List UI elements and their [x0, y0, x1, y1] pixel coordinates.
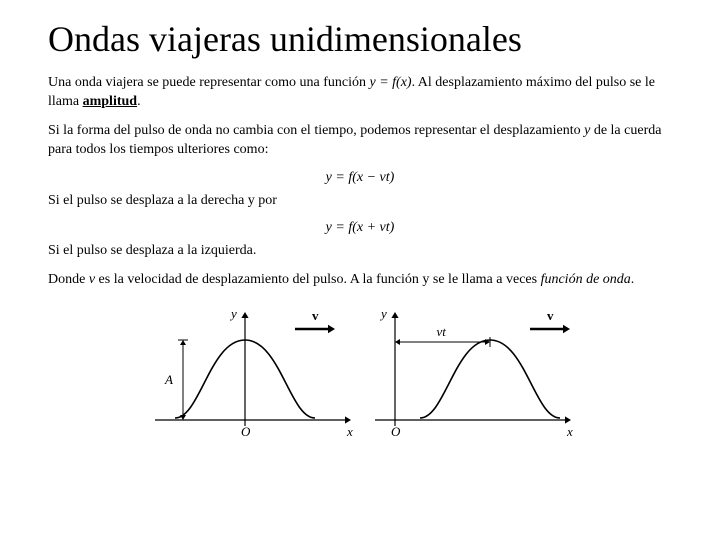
- svg-text:O: O: [391, 424, 401, 439]
- svg-text:vt: vt: [437, 324, 447, 339]
- paragraph-2: Si la forma del pulso de onda no cambia …: [48, 122, 672, 160]
- p5-text-e: .: [631, 272, 635, 287]
- p5-funcion: función de onda: [541, 272, 631, 287]
- paragraph-4: Si el pulso se desplaza a la izquierda.: [48, 242, 672, 261]
- svg-text:x: x: [346, 424, 353, 439]
- svg-text:y: y: [229, 306, 237, 321]
- p1-amplitud: amplitud: [83, 94, 137, 109]
- svg-text:A: A: [164, 372, 173, 387]
- svg-text:x: x: [566, 424, 573, 439]
- paragraph-5: Donde v es la velocidad de desplazamient…: [48, 271, 672, 290]
- svg-text:O: O: [241, 424, 251, 439]
- svg-text:v: v: [547, 308, 554, 323]
- p1-formula: y = f(x): [369, 75, 411, 90]
- p5-text-c: es la velocidad de desplazamiento del pu…: [95, 272, 541, 287]
- svg-text:v: v: [312, 308, 319, 323]
- p2-text-a: Si la forma del pulso de onda no cambia …: [48, 123, 584, 138]
- paragraph-1: Una onda viajera se puede representar co…: [48, 74, 672, 112]
- paragraph-3: Si el pulso se desplaza a la derecha y p…: [48, 192, 672, 211]
- page-title: Ondas viajeras unidimensionales: [48, 18, 672, 60]
- p5-text-a: Donde: [48, 272, 89, 287]
- equation-2: y = f(x + vt): [48, 220, 672, 236]
- svg-text:y: y: [379, 306, 387, 321]
- p1-text-a: Una onda viajera se puede representar co…: [48, 75, 369, 90]
- figure-left: y x O Av: [145, 300, 355, 450]
- figure-right: y x Ovt v: [365, 300, 575, 450]
- figures-row: y x O Av y x Ovt v: [48, 300, 672, 450]
- equation-1: y = f(x − vt): [48, 170, 672, 186]
- p1-text-e: .: [137, 94, 141, 109]
